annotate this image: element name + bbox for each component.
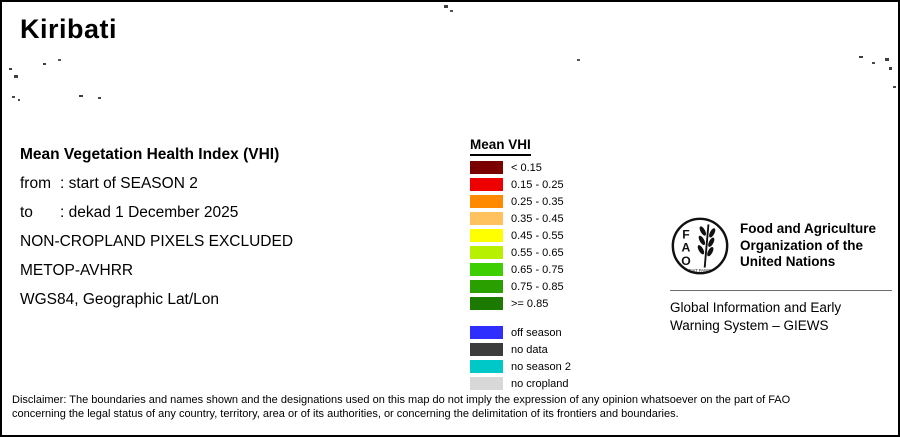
- fao-block: F A O FIAT PANIS Food and Agriculture Or…: [670, 216, 892, 335]
- legend-gap: [470, 312, 571, 324]
- legend-row: 0.15 - 0.25: [470, 176, 571, 193]
- excluded-line: NON-CROPLAND PIXELS EXCLUDED: [20, 233, 294, 250]
- legend-label: >= 0.85: [511, 297, 549, 310]
- from-row: from : start of SEASON 2: [20, 169, 293, 198]
- legend-swatch: [470, 178, 503, 191]
- sensor-line: METOP-AVHRR: [20, 262, 134, 279]
- legend-row: < 0.15: [470, 159, 571, 176]
- legend-swatch: [470, 263, 503, 276]
- legend-label: no data: [511, 343, 548, 356]
- legend-row: 0.35 - 0.45: [470, 210, 571, 227]
- fao-letter-a: A: [682, 241, 691, 255]
- wheat-ear-icon: [697, 224, 716, 268]
- projection-line: WGS84, Geographic Lat/Lon: [20, 291, 220, 308]
- legend-swatch: [470, 280, 503, 293]
- island-pixel: [859, 56, 863, 58]
- legend-row: no data: [470, 341, 571, 358]
- island-pixel: [12, 96, 15, 98]
- legend-label: 0.35 - 0.45: [511, 212, 564, 225]
- legend-row: no season 2: [470, 358, 571, 375]
- legend-label: 0.55 - 0.65: [511, 246, 564, 259]
- disclaimer-text: Disclaimer: The boundaries and names sho…: [12, 394, 791, 420]
- island-pixel: [98, 97, 101, 99]
- from-value: : start of SEASON 2: [60, 175, 198, 192]
- fao-header: F A O FIAT PANIS Food and Agriculture Or…: [670, 216, 892, 276]
- legend-row: 0.55 - 0.65: [470, 244, 571, 261]
- legend-swatch: [470, 377, 503, 390]
- legend-swatch: [470, 161, 503, 174]
- legend-label: 0.45 - 0.55: [511, 229, 564, 242]
- fao-letter-o: O: [681, 254, 690, 268]
- legend-label: < 0.15: [511, 161, 542, 174]
- island-pixel: [872, 62, 875, 64]
- legend-label: 0.75 - 0.85: [511, 280, 564, 293]
- island-pixel: [450, 10, 453, 12]
- legend-row: 0.75 - 0.85: [470, 278, 571, 295]
- legend-label: 0.25 - 0.35: [511, 195, 564, 208]
- fao-org-name: Food and Agriculture Organization of the…: [740, 221, 876, 269]
- legend-swatch: [470, 360, 503, 373]
- map-info-block: Mean Vegetation Health Index (VHI) from …: [20, 140, 293, 314]
- island-pixel: [58, 59, 61, 61]
- island-pixel: [444, 5, 448, 8]
- to-label: to: [20, 204, 33, 221]
- to-row: to : dekad 1 December 2025: [20, 198, 293, 227]
- legend-row: 0.65 - 0.75: [470, 261, 571, 278]
- from-label: from: [20, 175, 51, 192]
- legend-swatch: [470, 343, 503, 356]
- island-pixel: [14, 75, 18, 78]
- legend-swatch: [470, 229, 503, 242]
- island-pixel: [889, 67, 892, 70]
- island-pixel: [893, 86, 896, 88]
- legend-row: 0.25 - 0.35: [470, 193, 571, 210]
- legend-swatch: [470, 297, 503, 310]
- legend-label: no season 2: [511, 360, 571, 373]
- fao-divider: [670, 290, 892, 291]
- fao-logo-icon: F A O FIAT PANIS: [671, 217, 729, 275]
- legend-row: no cropland: [470, 375, 571, 392]
- giews-label: Global Information and Early Warning Sys…: [670, 300, 842, 333]
- to-value: : dekad 1 December 2025: [60, 204, 239, 221]
- legend-row: >= 0.85: [470, 295, 571, 312]
- legend-label: 0.65 - 0.75: [511, 263, 564, 276]
- island-pixel: [79, 95, 83, 97]
- legend-swatch: [470, 326, 503, 339]
- vhi-heading: Mean Vegetation Health Index (VHI): [20, 146, 280, 163]
- legend-row: 0.45 - 0.55: [470, 227, 571, 244]
- legend-label: off season: [511, 326, 562, 339]
- legend-label: no cropland: [511, 377, 569, 390]
- vhi-legend: Mean VHI < 0.15 0.15 - 0.25 0.25 - 0.35 …: [470, 136, 571, 392]
- legend-swatch: [470, 246, 503, 259]
- island-pixel: [577, 59, 580, 61]
- island-pixel: [885, 58, 889, 61]
- legend-swatch: [470, 212, 503, 225]
- island-pixel: [43, 63, 46, 65]
- map-title: Kiribati: [20, 14, 118, 44]
- island-pixel: [18, 99, 20, 101]
- fao-motto-text: FIAT PANIS: [689, 268, 711, 273]
- legend-label: 0.15 - 0.25: [511, 178, 564, 191]
- legend-swatch: [470, 195, 503, 208]
- island-pixel: [9, 68, 12, 70]
- legend-title: Mean VHI: [470, 137, 531, 156]
- fao-letter-f: F: [682, 228, 689, 242]
- legend-row: off season: [470, 324, 571, 341]
